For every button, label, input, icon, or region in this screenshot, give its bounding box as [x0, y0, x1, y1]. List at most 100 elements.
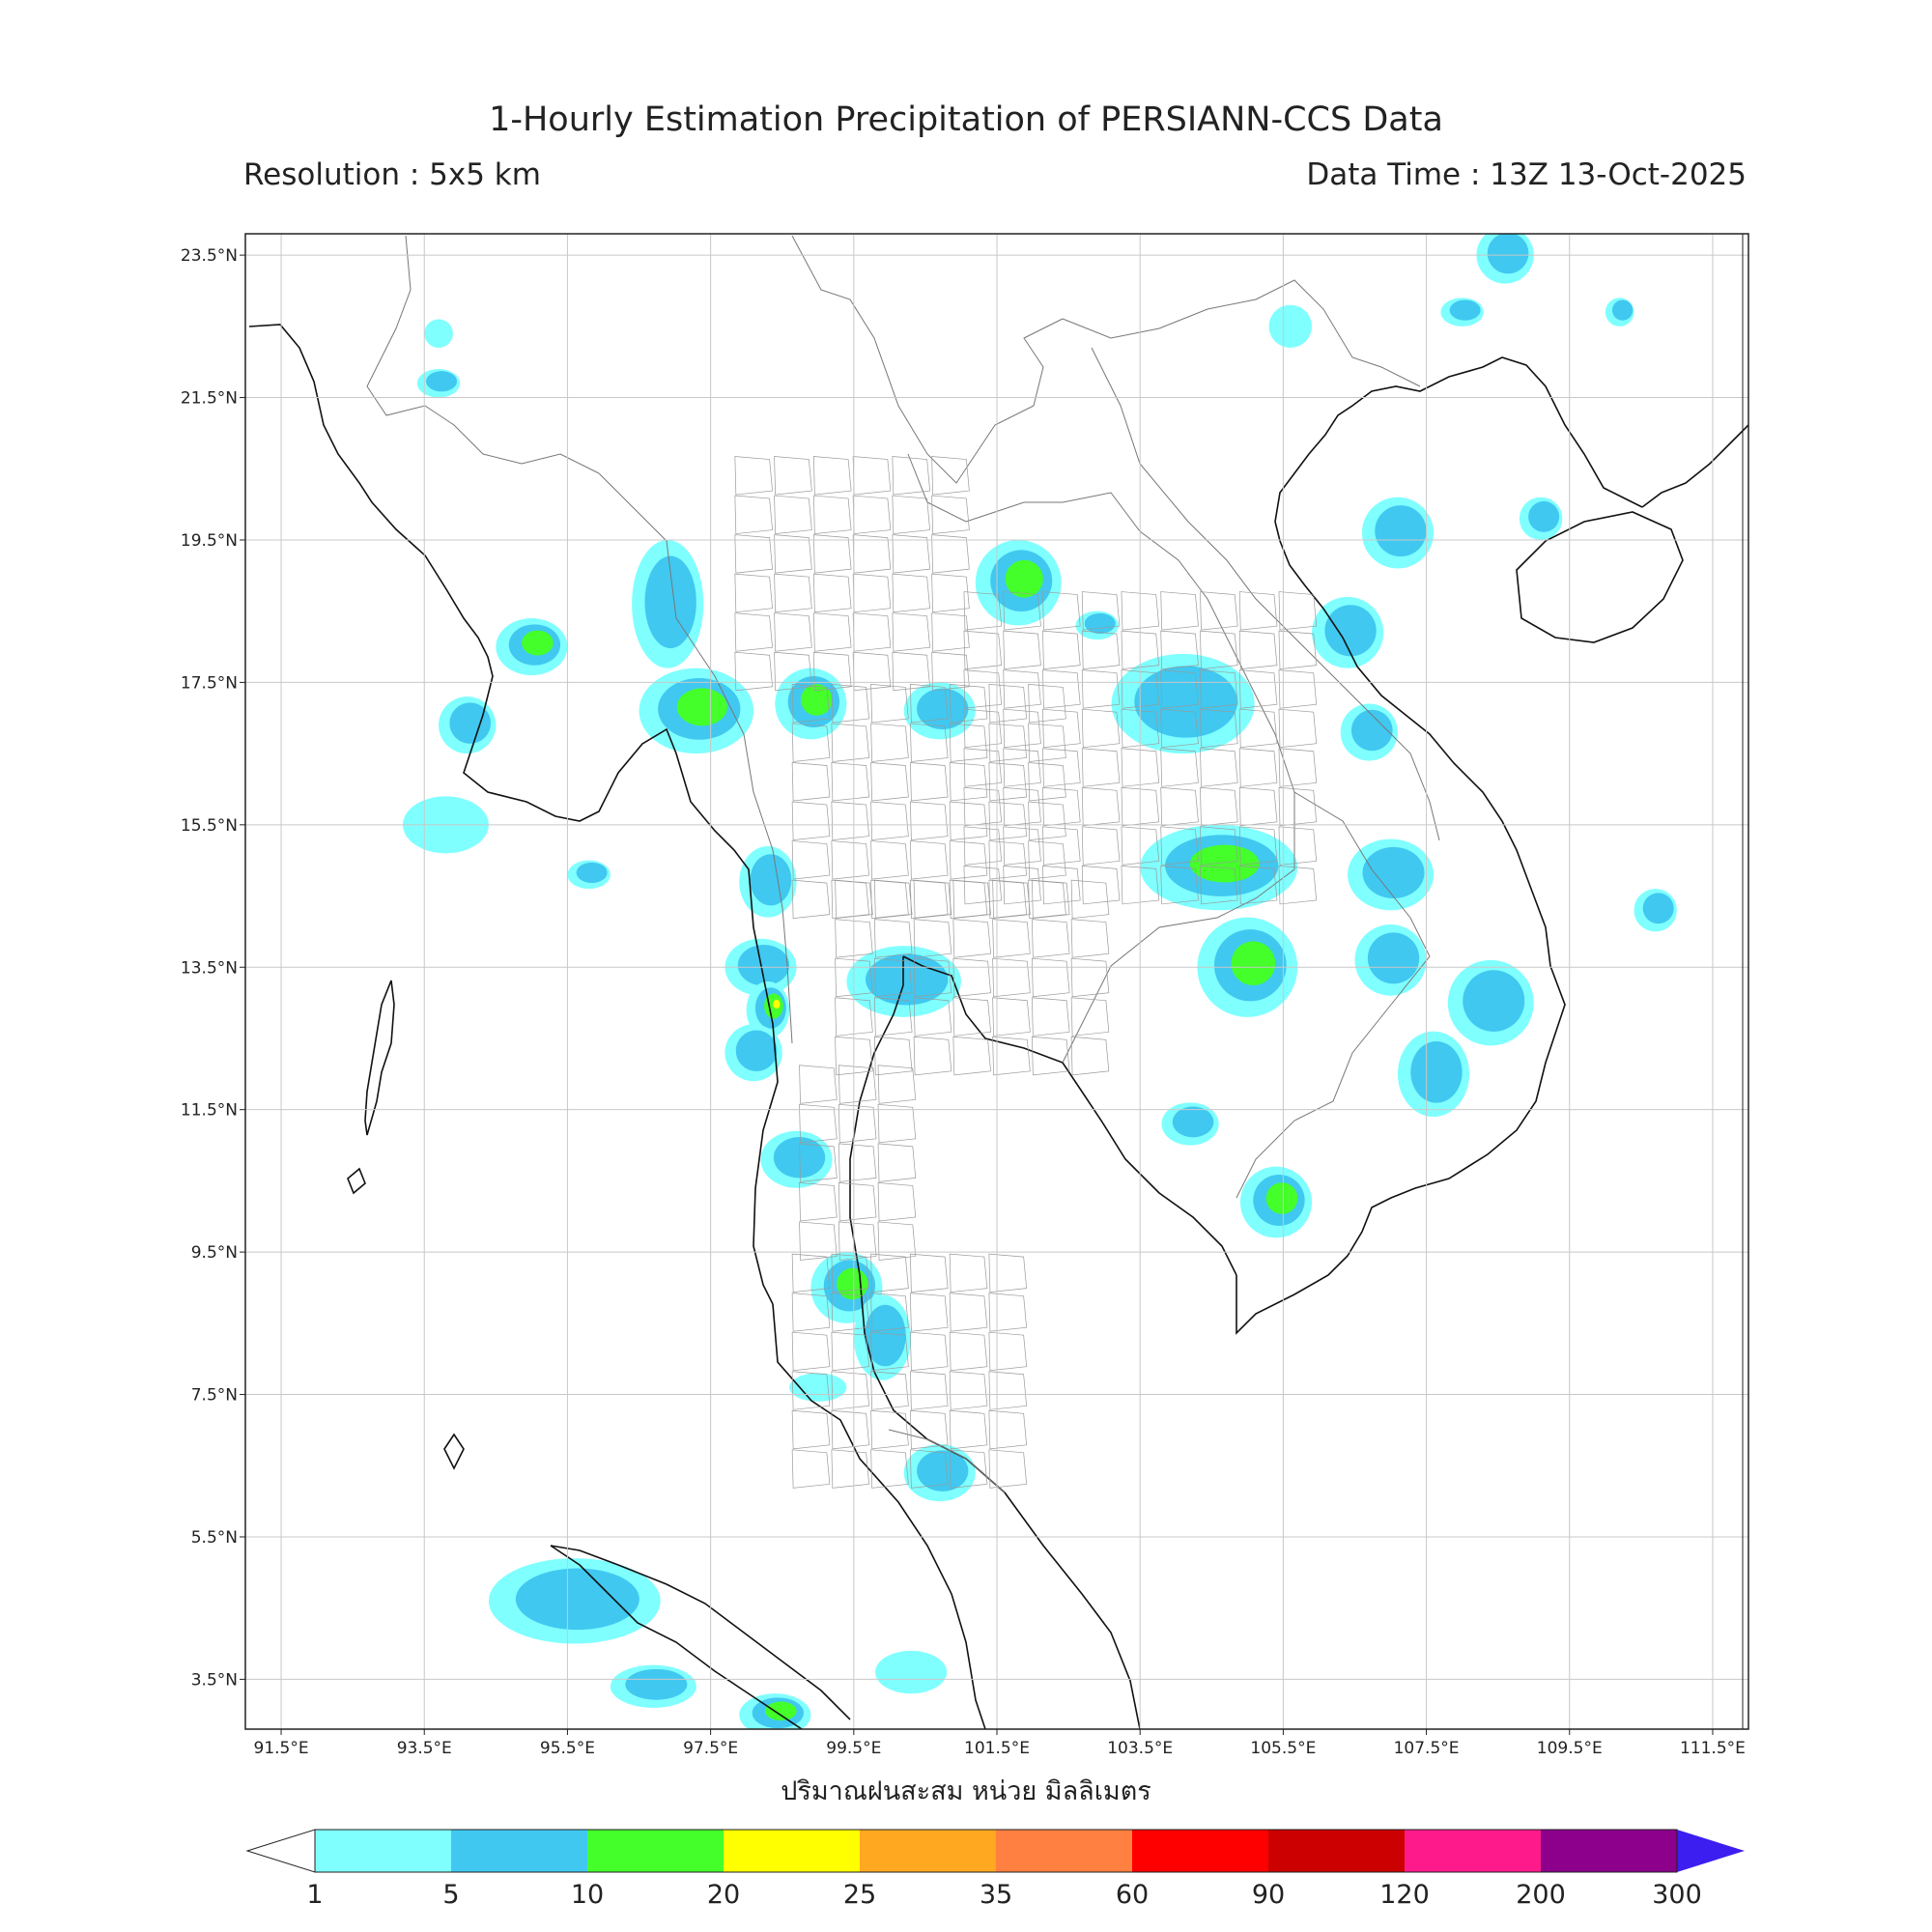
province-boundary-69 — [988, 762, 1028, 802]
lat-tick-label: 3.5°N — [191, 1670, 238, 1690]
coastline-andaman — [364, 980, 395, 1136]
province-boundary-12 — [812, 651, 852, 692]
province-boundary-122 — [1160, 708, 1199, 749]
colorbar-over-arrow — [1677, 1830, 1745, 1872]
province-boundary-200 — [791, 1449, 831, 1489]
colorbar-frame — [314, 1829, 1678, 1873]
province-boundary-64 — [949, 723, 988, 762]
rain-cell-42-level-0 — [1268, 304, 1313, 348]
province-boundary-95 — [1042, 826, 1081, 866]
colorbar-label: 5 — [442, 1880, 459, 1910]
rain-cell-6-level-2 — [1189, 844, 1260, 883]
province-boundary-94 — [1042, 865, 1081, 905]
province-boundary-149 — [1278, 591, 1318, 631]
lon-tick-label: 111.5°E — [1680, 1739, 1746, 1758]
province-boundary-203 — [791, 1331, 831, 1372]
coastline-hainan — [1516, 511, 1684, 643]
province-boundary-173 — [992, 919, 1031, 958]
province-boundary-114 — [1121, 708, 1160, 749]
province-boundary-45 — [831, 762, 870, 802]
coastline-tonkin — [1274, 356, 1643, 523]
province-boundary-197 — [877, 1143, 917, 1182]
province-boundary-125 — [1160, 591, 1199, 631]
province-boundary-104 — [1081, 786, 1121, 827]
province-boundary-163 — [913, 919, 952, 958]
province-boundary-85 — [963, 591, 1003, 631]
rain-cell-39-level-1 — [426, 371, 458, 392]
province-boundary-6 — [774, 651, 812, 692]
province-boundary-29 — [892, 456, 930, 496]
rain-cell-8-level-1 — [1362, 846, 1425, 898]
province-boundary-198 — [877, 1103, 917, 1144]
province-boundary-234 — [988, 1293, 1028, 1332]
province-boundary-17 — [812, 456, 852, 496]
province-boundary-143 — [1278, 826, 1318, 866]
province-boundary-87 — [1003, 826, 1041, 866]
colorbar-segment-0 — [315, 1830, 451, 1872]
province-boundary-38 — [791, 801, 831, 840]
province-boundary-139 — [1238, 669, 1278, 709]
colorbar-label: 120 — [1379, 1880, 1430, 1910]
lon-tick-label: 101.5°E — [964, 1739, 1030, 1758]
colorbar-label: 200 — [1516, 1880, 1566, 1910]
province-boundary-84 — [963, 630, 1003, 670]
province-boundary-132 — [1200, 630, 1238, 670]
province-boundary-108 — [1081, 630, 1121, 670]
province-boundary-186 — [799, 1182, 838, 1222]
lat-tick-label: 21.5°N — [181, 389, 238, 409]
longitude-labels: 91.5°E 93.5°E 95.5°E 97.5°E 99.5°E 101.5°E 103… — [254, 1729, 1746, 1758]
province-boundary-156 — [873, 997, 913, 1037]
province-boundary-210 — [831, 1293, 870, 1332]
province-boundary-80 — [963, 786, 1003, 827]
province-boundary-150 — [835, 1036, 873, 1076]
province-boundary-10 — [774, 495, 812, 534]
province-boundary-120 — [1160, 786, 1199, 827]
province-boundary-221 — [910, 1331, 949, 1372]
province-boundary-117 — [1121, 591, 1160, 631]
lat-tick-label: 5.5°N — [191, 1528, 238, 1548]
province-boundary-228 — [949, 1293, 988, 1332]
rain-cell-33-level-1 — [1528, 500, 1560, 532]
province-boundary-3 — [734, 534, 773, 574]
province-boundary-183 — [1070, 919, 1110, 958]
colorbar-segment-9 — [1541, 1830, 1677, 1872]
province-boundary-180 — [1070, 1036, 1110, 1076]
rain-cell-10-level-1 — [1367, 932, 1420, 984]
coastline-myanmar-west — [248, 324, 779, 1305]
coastline-small-island — [347, 1167, 366, 1195]
province-boundary-88 — [1003, 786, 1041, 827]
lon-tick-label: 97.5°E — [683, 1739, 738, 1758]
province-boundary-63 — [949, 762, 988, 802]
colorbar: 1 5 10 20 25 35 60 90 120 200 300 — [245, 1829, 1745, 1910]
province-boundary-109 — [1081, 591, 1121, 631]
rain-cell-11-level-1 — [1410, 1040, 1463, 1103]
lat-tick-label: 11.5°N — [181, 1101, 238, 1121]
province-boundary-33 — [931, 534, 970, 574]
province-boundary-57 — [910, 762, 949, 802]
province-boundary-97 — [1042, 748, 1081, 787]
province-boundary-182 — [1070, 957, 1110, 998]
resolution-label: Resolution : 5x5 km — [243, 157, 541, 192]
province-boundary-134 — [1238, 865, 1278, 905]
province-boundary-73 — [1028, 840, 1066, 880]
province-boundary-133 — [1200, 591, 1238, 631]
province-boundary-75 — [1028, 762, 1066, 802]
province-boundary-222 — [910, 1293, 949, 1332]
province-boundary-128 — [1200, 786, 1238, 827]
province-boundary-168 — [952, 919, 991, 958]
colorbar-label: 25 — [843, 1880, 876, 1910]
province-boundary-175 — [1031, 1036, 1070, 1076]
province-boundary-142 — [1278, 865, 1318, 905]
province-boundary-141 — [1238, 591, 1278, 631]
latitude-labels: 23.5°N 21.5°N 19.5°N 17.5°N 15.5°N 13.5°N 11.5… — [181, 246, 245, 1690]
lat-tick-label: 13.5°N — [181, 958, 238, 978]
province-boundary-204 — [791, 1293, 831, 1332]
province-boundary-44 — [831, 801, 870, 840]
province-boundary-161 — [913, 997, 952, 1037]
province-boundary-93 — [1003, 591, 1041, 631]
province-boundary-74 — [1028, 801, 1066, 840]
province-boundary-79 — [963, 826, 1003, 866]
province-boundary-126 — [1200, 865, 1238, 905]
rain-cell-22-level-1 — [1375, 505, 1427, 557]
province-boundary-53 — [870, 684, 909, 724]
